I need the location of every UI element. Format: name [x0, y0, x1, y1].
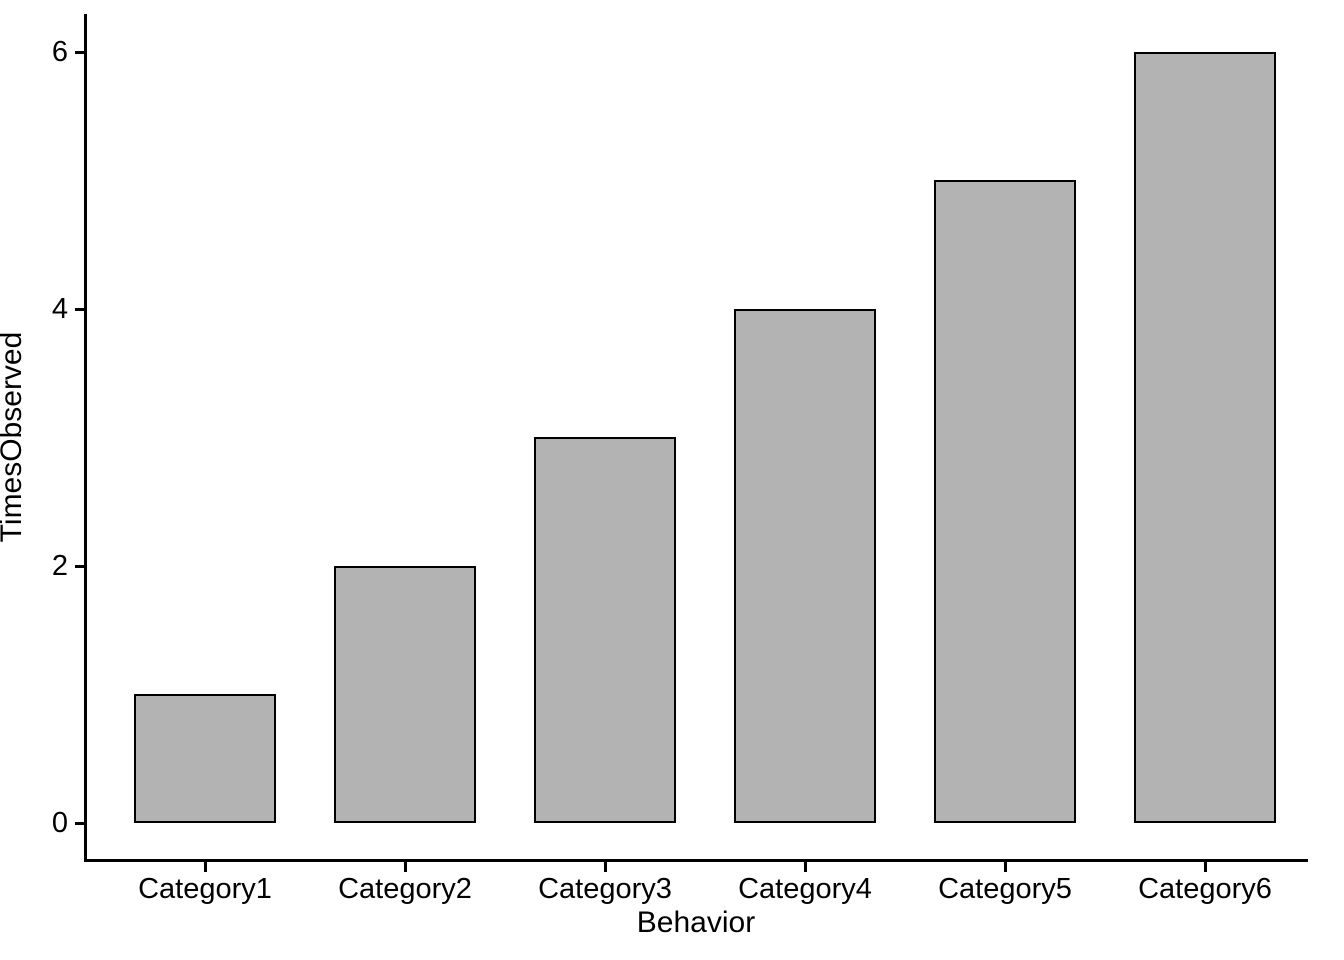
y-tick-label: 6 — [51, 35, 68, 68]
x-axis-title: Behavior — [636, 906, 756, 939]
x-tick-label: Category4 — [738, 873, 872, 905]
y-tick-mark — [75, 564, 85, 568]
bar-category2 — [334, 566, 476, 823]
y-tick-mark — [75, 821, 85, 825]
x-tick-label: Category3 — [538, 873, 672, 905]
x-tick-label: Category1 — [138, 873, 272, 905]
y-axis-line — [84, 14, 87, 862]
bar-category4 — [734, 309, 876, 823]
y-axis-title: TimesObserved — [0, 331, 28, 543]
x-tick-label: Category5 — [938, 873, 1072, 905]
bar-category6 — [1134, 52, 1276, 823]
y-tick-label: 4 — [51, 292, 68, 325]
x-tick-mark — [1003, 862, 1007, 872]
x-tick-mark — [203, 862, 207, 872]
x-tick-mark — [1203, 862, 1207, 872]
x-tick-label: Category6 — [1138, 873, 1272, 905]
bar-category5 — [934, 180, 1076, 823]
x-axis-line — [84, 859, 1308, 862]
y-tick-label: 2 — [51, 549, 68, 582]
x-tick-mark — [403, 862, 407, 872]
bar-category3 — [534, 437, 676, 823]
x-tick-mark — [803, 862, 807, 872]
y-tick-mark — [75, 50, 85, 54]
x-tick-mark — [603, 862, 607, 872]
x-tick-label: Category2 — [338, 873, 472, 905]
bar-category1 — [134, 694, 276, 823]
y-tick-label: 0 — [51, 806, 68, 839]
y-tick-mark — [75, 307, 85, 311]
